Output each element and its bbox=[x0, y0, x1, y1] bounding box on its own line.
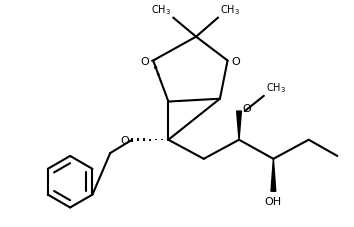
Text: O: O bbox=[120, 135, 129, 145]
Text: CH$_3$: CH$_3$ bbox=[151, 3, 171, 17]
Text: O: O bbox=[141, 56, 149, 66]
Text: OH: OH bbox=[265, 196, 282, 206]
Text: CH$_3$: CH$_3$ bbox=[266, 81, 286, 94]
Text: O: O bbox=[232, 56, 240, 66]
Polygon shape bbox=[271, 159, 276, 191]
Polygon shape bbox=[236, 112, 241, 140]
Text: O: O bbox=[243, 104, 252, 114]
Text: CH$_3$: CH$_3$ bbox=[220, 3, 240, 17]
